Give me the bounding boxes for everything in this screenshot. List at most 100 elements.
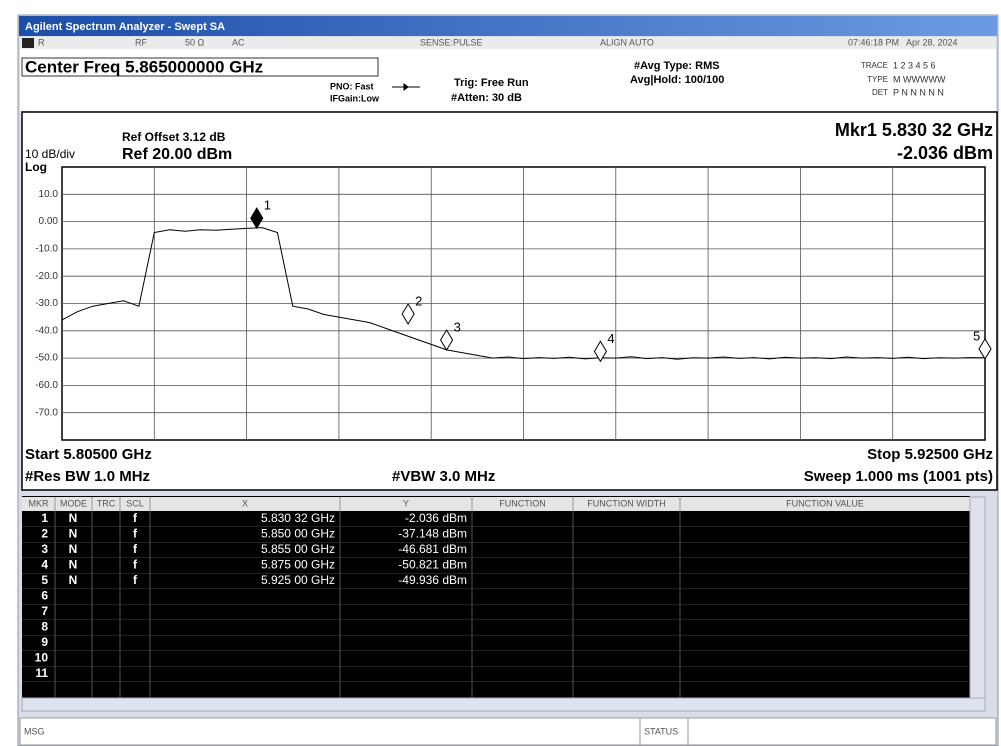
marker-scale: f	[133, 542, 138, 556]
marker-number: 9	[41, 635, 48, 649]
marker-number: 6	[41, 589, 48, 603]
align-label: ALIGN AUTO	[600, 37, 654, 47]
avg-type: #Avg Type: RMS	[634, 60, 720, 72]
y-tick-label: 10.0	[39, 189, 59, 200]
column-header: FUNCTION WIDTH	[587, 498, 666, 508]
column-header: Y	[403, 498, 409, 508]
type-value: M WWWWW	[893, 74, 946, 84]
impedance-label: 50 Ω	[185, 37, 205, 47]
sense-label: SENSE:PULSE	[420, 37, 483, 47]
marker	[593, 340, 608, 363]
y-tick-label: -50.0	[35, 353, 58, 364]
det-value: P N N N N N	[893, 87, 944, 97]
marker-label: 3	[454, 319, 461, 334]
y-tick-label: -10.0	[35, 244, 58, 255]
y-tick-label: -70.0	[35, 407, 58, 418]
table-body: MKR MODE TRC SCL X Y FUNCTION FUNCTION WIDTH FUN…	[22, 497, 970, 698]
column-header: MKR	[29, 498, 50, 508]
det-label: DET	[872, 88, 888, 97]
marker-table	[22, 496, 970, 698]
y-tick-label: -20.0	[35, 271, 58, 282]
avg-hold: Avg|Hold: 100/100	[630, 74, 724, 86]
y-tick-label: 0.00	[39, 216, 59, 227]
marker-label: 4	[607, 331, 614, 346]
date-label: Apr 28, 2024	[906, 37, 958, 47]
y-tick-label: -60.0	[35, 380, 58, 391]
marker-mode: N	[69, 558, 78, 572]
column-header: TRC	[97, 498, 116, 508]
coupling-label: AC	[232, 37, 245, 47]
marker-x: 5.855 00 GHz	[261, 542, 335, 556]
pno: PNO: Fast	[330, 81, 374, 91]
marker-number: 8	[41, 620, 48, 634]
time-label: 07:46:18 PM	[848, 37, 899, 47]
horizontal-scrollbar[interactable]	[21, 697, 986, 712]
column-header: FUNCTION	[499, 498, 546, 508]
ifgain: IFGain:Low	[330, 93, 380, 103]
trace	[61, 227, 986, 360]
table-scrollbar[interactable]	[969, 496, 986, 699]
ref-offset: Ref Offset 3.12 dB	[122, 130, 226, 144]
marker-y: -2.036 dBm	[405, 511, 467, 525]
stop-freq: Stop 5.92500 GHz	[867, 446, 993, 463]
marker-y: -49.936 dBm	[398, 573, 467, 587]
column-header: SCL	[126, 498, 144, 508]
marker-y: -50.821 dBm	[398, 558, 467, 572]
marker-label: 1	[264, 198, 271, 213]
marker-x: 5.850 00 GHz	[261, 527, 335, 541]
marker	[250, 207, 264, 230]
trigger-icon	[392, 83, 420, 91]
scale-type: Log	[25, 160, 47, 174]
marker-y: -46.681 dBm	[398, 542, 467, 556]
marker	[978, 337, 992, 360]
marker-number: 11	[35, 666, 48, 680]
input-label: R	[38, 37, 45, 47]
marker-mode: N	[69, 527, 78, 541]
marker-scale: f	[133, 573, 138, 587]
marker-x: 5.875 00 GHz	[261, 558, 335, 572]
y-tick-label: -30.0	[35, 298, 58, 309]
marker	[439, 329, 454, 352]
marker-number: 7	[41, 604, 48, 618]
marker-readout-freq: Mkr1 5.830 32 GHz	[835, 120, 993, 140]
marker-number: 2	[41, 527, 48, 541]
plot-panel	[21, 111, 998, 491]
lxi-logo	[22, 38, 34, 48]
trace-digits: 1 2 3 4 5 6	[893, 60, 936, 70]
status-row	[20, 37, 996, 49]
marker-label: 2	[415, 293, 422, 308]
message-bar	[19, 717, 997, 746]
marker-number: 5	[41, 573, 48, 587]
type-label: TYPE	[867, 75, 888, 84]
rf-label: RF	[135, 37, 147, 47]
center-freq-box[interactable]	[21, 57, 379, 77]
table-header	[22, 497, 970, 511]
marker-label: 5	[973, 328, 980, 343]
marker-y: -37.148 dBm	[398, 527, 467, 541]
marker-readout-amp: -2.036 dBm	[897, 143, 993, 163]
trace-label: TRACE	[861, 61, 888, 70]
center-freq: Center Freq 5.865000000 GHz	[25, 57, 263, 76]
start-freq: Start 5.80500 GHz	[25, 446, 152, 463]
vbw: #VBW 3.0 MHz	[392, 468, 495, 485]
atten: #Atten: 30 dB	[451, 92, 522, 104]
window-title: Agilent Spectrum Analyzer - Swept SA	[25, 21, 225, 33]
marker-number: 4	[41, 558, 48, 572]
column-header: FUNCTION VALUE	[786, 498, 864, 508]
marker-scale: f	[133, 511, 138, 525]
status-label: STATUS	[644, 726, 678, 736]
marker-number: 3	[41, 542, 48, 556]
y-tick-label: -40.0	[35, 325, 58, 336]
marker-mode: N	[69, 573, 78, 587]
title-bar	[19, 16, 997, 36]
msg-label: MSG	[24, 726, 45, 736]
marker-x: 5.925 00 GHz	[261, 573, 335, 587]
marker-scale: f	[133, 527, 138, 541]
marker-number: 1	[41, 511, 48, 525]
marker-mode: N	[69, 542, 78, 556]
trig: Trig: Free Run	[454, 77, 529, 89]
plot: 10.0 0.00 -10.0 -20.0 -30.0 -40.0 -50.0 -60.0 -7…	[35, 166, 992, 441]
column-header: X	[242, 498, 248, 508]
marker-scale: f	[133, 558, 138, 572]
